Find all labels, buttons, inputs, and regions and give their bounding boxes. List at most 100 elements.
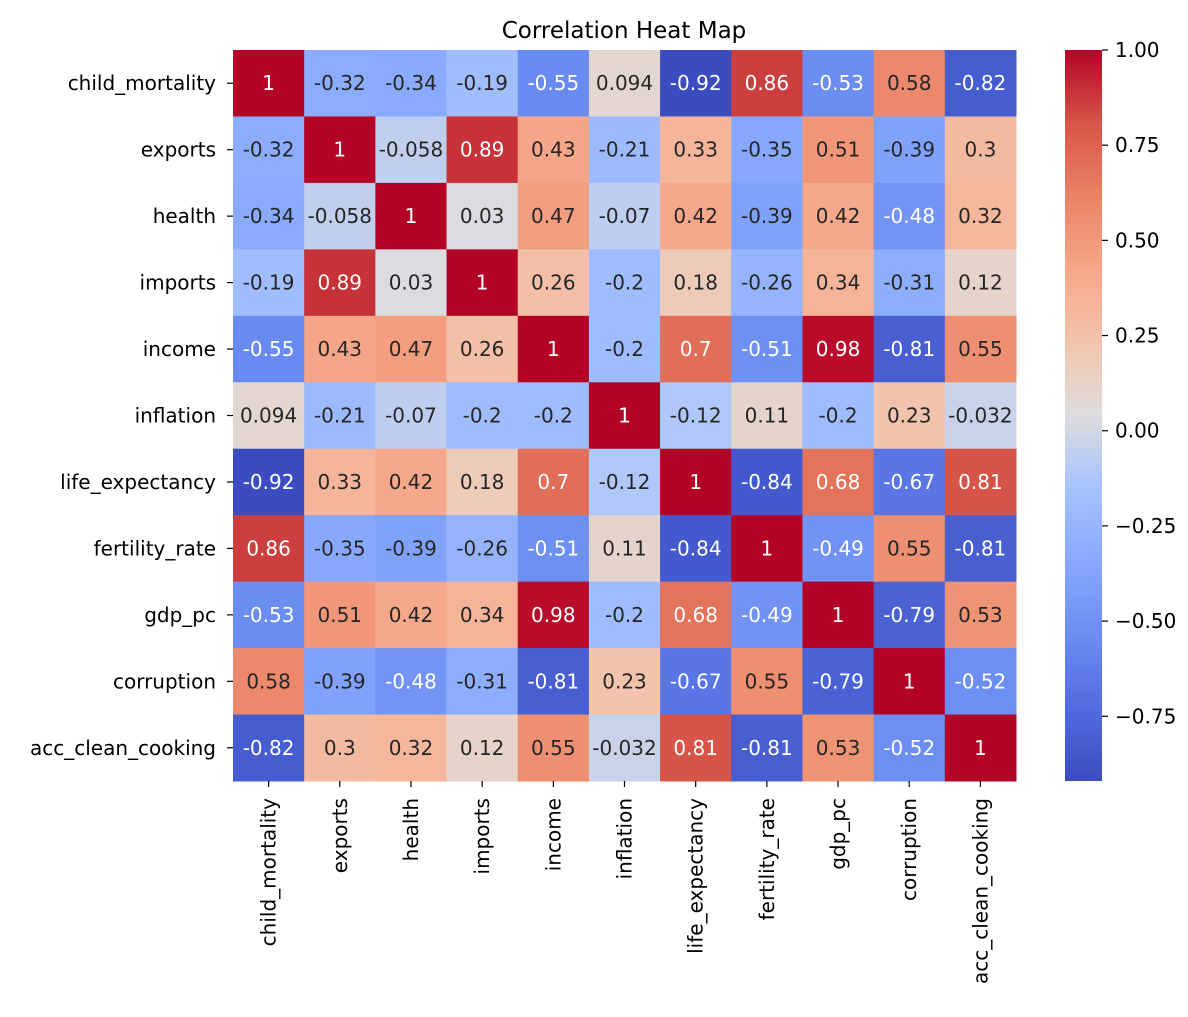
colorbar-tick-label: 0.00 xyxy=(1115,419,1160,443)
heatmap-cell xyxy=(588,448,661,516)
heatmap-cell xyxy=(233,515,305,583)
heatmap-cell xyxy=(660,515,732,583)
heatmap-cell xyxy=(233,249,305,317)
cell-value-label: 0.03 xyxy=(460,204,505,228)
heatmap-cell xyxy=(873,448,946,516)
heatmap-cell xyxy=(233,382,305,450)
heatmap-cell xyxy=(731,182,803,250)
x-tick-label: fertility_rate xyxy=(755,798,779,920)
heatmap-cell xyxy=(517,182,590,250)
cell-value-label: 0.33 xyxy=(673,138,718,162)
cell-value-label: -0.34 xyxy=(243,204,295,228)
cell-value-label: -0.92 xyxy=(670,71,722,95)
heatmap-cell xyxy=(731,50,803,117)
cell-value-label: -0.51 xyxy=(527,536,579,560)
x-tick-label: exports xyxy=(328,798,352,873)
heatmap-cell xyxy=(375,182,448,250)
heatmap-cell xyxy=(517,581,590,649)
y-tick-label: corruption xyxy=(113,669,216,693)
heatmap-cell xyxy=(660,448,732,516)
heatmap-cell xyxy=(660,382,732,450)
cell-value-label: -0.81 xyxy=(955,536,1007,560)
heatmap-cell xyxy=(517,648,590,716)
cell-value-label: 0.55 xyxy=(958,337,1003,361)
cell-value-label: 0.12 xyxy=(958,271,1003,295)
y-tick-label: exports xyxy=(141,138,216,162)
cell-value-label: -0.12 xyxy=(670,404,722,428)
colorbar-tick-label: −0.75 xyxy=(1115,704,1176,728)
heatmap-cell xyxy=(873,249,946,317)
heatmap-cell xyxy=(233,50,305,117)
heatmap-cell xyxy=(375,382,448,450)
heatmap-cell xyxy=(517,315,590,383)
heatmap-cell-labels: 1 -0.32 -0.34 -0.19 -0.55 0.094 -0.92 0.86 -0.53… xyxy=(240,71,1013,760)
heatmap-cell xyxy=(304,581,376,649)
heatmap-cell xyxy=(304,182,376,250)
cell-value-label: -0.48 xyxy=(385,669,437,693)
heatmap-cell xyxy=(233,581,305,649)
heatmap-cell xyxy=(660,182,732,250)
cell-value-label: 0.58 xyxy=(887,71,932,95)
cell-value-label: -0.07 xyxy=(385,404,437,428)
heatmap-cell xyxy=(660,249,732,317)
cell-value-label: 1 xyxy=(547,337,560,361)
y-tick-label: acc_clean_cooking xyxy=(30,736,216,760)
heatmap-cell xyxy=(873,581,946,649)
cell-value-label: -0.34 xyxy=(385,71,437,95)
colorbar: 1.00 0.75 0.50 0.25 0.00 −0.25 −0.50 −0.75 xyxy=(1065,38,1176,781)
cell-value-label: 0.47 xyxy=(531,204,576,228)
heatmap-cell xyxy=(588,182,661,250)
heatmap-cell xyxy=(588,382,661,450)
heatmap-cell xyxy=(304,50,376,117)
cell-value-label: -0.51 xyxy=(741,337,793,361)
cell-value-label: -0.53 xyxy=(812,71,864,95)
heatmap-cell xyxy=(446,116,519,184)
cell-value-label: 0.42 xyxy=(389,603,434,627)
heatmap-cell xyxy=(731,382,803,450)
cell-value-label: -0.19 xyxy=(243,271,295,295)
heatmap-cell xyxy=(588,315,661,383)
cell-value-label: 0.094 xyxy=(240,404,297,428)
heatmap-cell xyxy=(731,249,803,317)
cell-value-label: -0.39 xyxy=(883,138,935,162)
heatmap-cell xyxy=(233,448,305,516)
heatmap-cell xyxy=(446,182,519,250)
cell-value-label: -0.49 xyxy=(741,603,793,627)
colorbar-gradient xyxy=(1065,50,1102,781)
heatmap-cell xyxy=(802,382,875,450)
chart-title: Correlation Heat Map xyxy=(502,18,747,44)
cell-value-label: 0.32 xyxy=(389,736,434,760)
y-tick-label: gdp_pc xyxy=(144,603,216,627)
x-tick-label: corruption xyxy=(897,798,921,901)
heatmap-cell xyxy=(660,315,732,383)
heatmap-cell xyxy=(731,448,803,516)
heatmap-cell xyxy=(375,714,448,782)
heatmap-cell xyxy=(660,648,732,716)
heatmap-cell xyxy=(660,50,732,117)
cell-value-label: 0.51 xyxy=(318,603,363,627)
cell-value-label: 0.42 xyxy=(673,204,718,228)
heatmap-cell xyxy=(873,315,946,383)
heatmap-cell xyxy=(233,182,305,250)
cell-value-label: -0.21 xyxy=(599,138,651,162)
cell-value-label: 0.34 xyxy=(816,271,861,295)
heatmap-cell xyxy=(375,116,448,184)
cell-value-label: 0.43 xyxy=(318,337,363,361)
cell-value-label: -0.67 xyxy=(883,470,935,494)
cell-value-label: 0.68 xyxy=(673,603,718,627)
cell-value-label: 0.43 xyxy=(531,138,576,162)
heatmap-cell xyxy=(517,448,590,516)
cell-value-label: -0.39 xyxy=(314,669,366,693)
cell-value-label: 0.03 xyxy=(389,271,434,295)
heatmap-cell xyxy=(304,448,376,516)
cell-value-label: 1 xyxy=(974,736,987,760)
heatmap-cell xyxy=(233,714,305,782)
cell-value-label: 0.23 xyxy=(887,404,932,428)
heatmap-cell xyxy=(588,648,661,716)
cell-value-label: 0.3 xyxy=(324,736,356,760)
cell-value-label: 0.18 xyxy=(460,470,505,494)
heatmap-cell xyxy=(873,182,946,250)
heatmap-cell xyxy=(660,714,732,782)
heatmap-cell xyxy=(660,116,732,184)
